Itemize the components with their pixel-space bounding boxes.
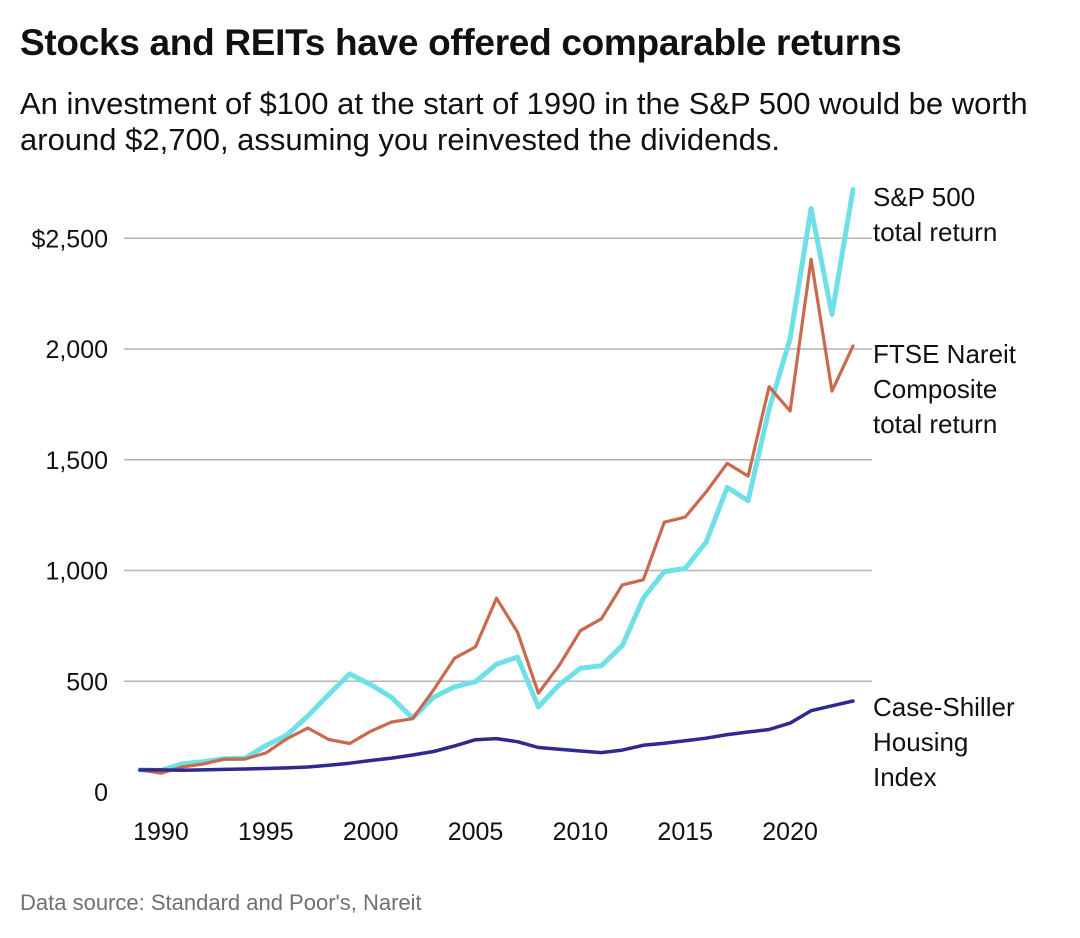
series-lines bbox=[137, 187, 856, 775]
x-tick-label: 1990 bbox=[133, 818, 189, 846]
y-tick-label: 1,500 bbox=[45, 447, 108, 475]
series-labels: S&P 500 total return FTSE Nareit Composite t… bbox=[873, 182, 1017, 792]
x-tick-label: 2000 bbox=[343, 818, 399, 846]
y-axis-tick-labels: 0 500 1,000 1,500 2,000 $2,500 bbox=[32, 225, 108, 807]
x-tick-label: 2015 bbox=[657, 818, 713, 846]
y-tick-label: 1,000 bbox=[45, 558, 108, 586]
case-shiller-line bbox=[138, 699, 855, 773]
x-tick-label: 2010 bbox=[553, 818, 609, 846]
y-tick-label: $2,500 bbox=[32, 225, 108, 253]
sp500-label: S&P 500 total return bbox=[873, 182, 997, 247]
gridlines bbox=[124, 237, 872, 682]
x-tick-label: 2020 bbox=[762, 818, 818, 846]
chart-title: Stocks and REITs have offered comparable… bbox=[20, 22, 902, 63]
x-tick-label: 2005 bbox=[448, 818, 504, 846]
data-source-note: Data source: Standard and Poor's, Nareit bbox=[20, 890, 422, 915]
y-tick-label: 0 bbox=[94, 779, 108, 807]
chart-subtitle: An investment of $100 at the start of 19… bbox=[20, 86, 1028, 157]
x-tick-label: 1995 bbox=[238, 818, 294, 846]
nareit-line bbox=[138, 257, 855, 775]
sp500-line bbox=[137, 187, 856, 773]
x-axis-tick-labels: 1990 1995 2000 2005 2010 2015 2020 bbox=[133, 818, 818, 846]
case-shiller-label: Case-Shiller Housing Index bbox=[873, 692, 1015, 792]
nareit-label: FTSE Nareit Composite total return bbox=[873, 339, 1017, 439]
y-tick-label: 2,000 bbox=[45, 336, 108, 364]
y-tick-label: 500 bbox=[66, 668, 108, 696]
